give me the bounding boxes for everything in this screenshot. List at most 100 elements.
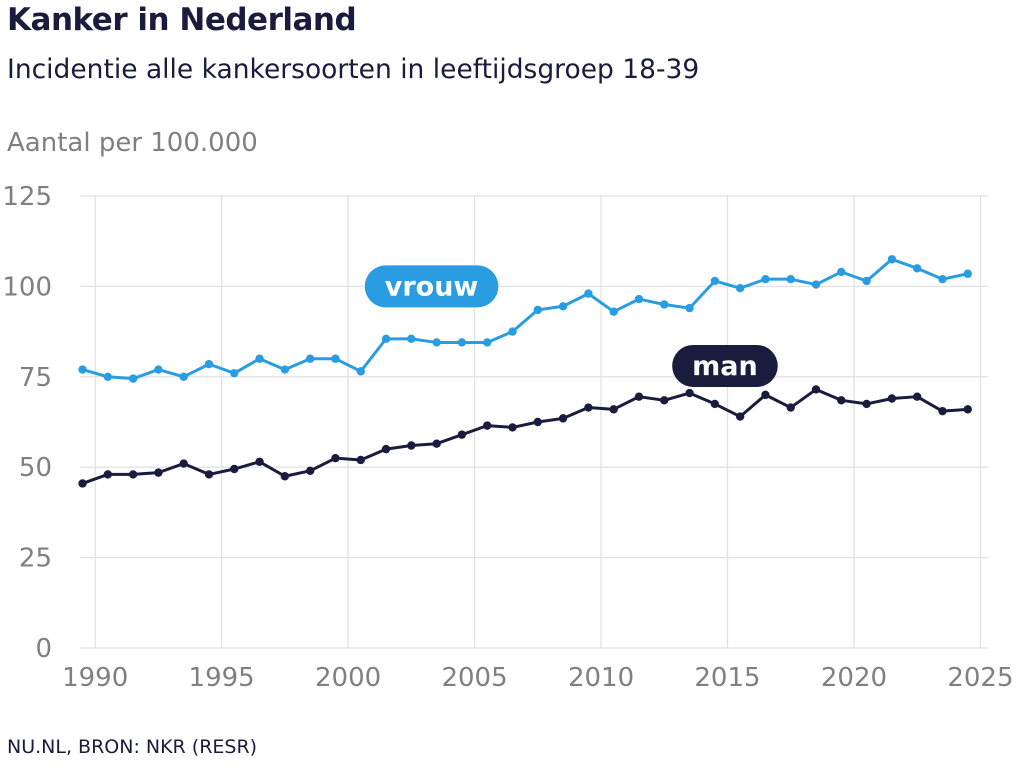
data-point-man-1998.5	[305, 466, 315, 476]
data-point-vrouw-2015.5	[735, 284, 745, 293]
data-point-man-2018.5	[811, 385, 821, 394]
series-label-pill-vrouw	[364, 265, 499, 308]
data-point-vrouw-2009.5	[584, 289, 593, 298]
data-point-man-2011.5	[634, 392, 644, 401]
series-layer	[78, 255, 972, 488]
data-point-vrouw-1995.5	[230, 368, 239, 378]
x-tick-label-2020: 2020	[821, 663, 887, 693]
data-point-vrouw-1996.5	[255, 354, 264, 363]
x-tick-label-2015: 2015	[694, 663, 760, 693]
data-point-vrouw-2019.5	[837, 267, 846, 277]
data-point-vrouw-2011.5	[634, 294, 644, 304]
data-point-man-2006.5	[508, 423, 517, 432]
data-point-man-2014.5	[710, 399, 720, 409]
data-point-vrouw-2021.5	[887, 255, 897, 264]
data-point-man-1995.5	[230, 464, 239, 474]
y-tick-label-75: 75	[19, 363, 52, 393]
data-point-vrouw-1993.5	[179, 372, 188, 381]
data-point-man-2004.5	[457, 430, 467, 439]
data-point-man-2000.5	[356, 455, 365, 465]
data-point-man-2015.5	[735, 412, 745, 421]
data-point-vrouw-2006.5	[508, 327, 517, 336]
tick-layer: 0 25 50 75 100 125 1990 1995 2000 2005 2010 2015 202…	[2, 182, 1013, 693]
y-tick-label-0: 0	[35, 634, 52, 664]
x-tick-label-1990: 1990	[62, 663, 128, 693]
series-label-vrouw: vrouw	[364, 265, 499, 308]
data-point-vrouw-2008.5	[558, 302, 568, 311]
data-point-man-2010.5	[609, 405, 618, 414]
data-point-vrouw-2005.5	[483, 338, 492, 347]
data-point-vrouw-2023.5	[938, 274, 947, 284]
data-point-man-2005.5	[483, 421, 492, 430]
data-point-man-2003.5	[432, 439, 441, 448]
data-point-vrouw-2012.5	[660, 300, 669, 309]
data-point-vrouw-2020.5	[862, 276, 871, 286]
data-point-vrouw-2002.5	[407, 334, 416, 344]
data-point-man-2017.5	[786, 403, 795, 412]
data-point-man-1993.5	[179, 459, 188, 468]
data-point-vrouw-1992.5	[154, 365, 163, 374]
data-point-man-2008.5	[558, 414, 568, 423]
series-line-vrouw	[81, 257, 970, 381]
data-point-vrouw-2001.5	[381, 334, 391, 344]
y-tick-label-25: 25	[19, 544, 52, 574]
data-point-man-2023.5	[938, 406, 947, 416]
data-point-man-1990.5	[103, 470, 113, 479]
data-point-vrouw-2013.5	[685, 303, 694, 313]
data-point-man-2012.5	[660, 396, 669, 405]
series-vrouw	[78, 255, 972, 383]
data-point-man-1996.5	[255, 457, 264, 466]
data-point-man-2002.5	[407, 441, 416, 450]
data-point-vrouw-2016.5	[761, 274, 770, 284]
chart-title: Kanker in Nederland	[7, 2, 357, 38]
x-tick-label-2025: 2025	[947, 663, 1013, 693]
data-point-vrouw-2000.5	[356, 367, 365, 376]
data-point-man-1999.5	[331, 453, 340, 463]
data-point-man-2024.5	[963, 405, 972, 414]
chart-subtitle: Incidentie alle kankersoorten in leeftij…	[7, 54, 700, 85]
annotation-layer: vrouw man	[364, 265, 778, 387]
data-point-man-2022.5	[912, 392, 922, 401]
data-point-vrouw-2014.5	[710, 276, 720, 286]
data-point-man-1994.5	[204, 470, 214, 479]
data-point-man-2013.5	[685, 388, 694, 398]
data-point-man-2020.5	[862, 399, 871, 409]
data-point-vrouw-2018.5	[811, 280, 821, 289]
data-point-vrouw-2007.5	[533, 305, 542, 315]
x-tick-label-2005: 2005	[441, 663, 507, 693]
source-credit: NU.NL, BRON: NKR (RESR)	[7, 736, 258, 758]
data-point-vrouw-1994.5	[204, 359, 214, 369]
data-point-vrouw-2004.5	[457, 338, 467, 347]
series-label-man: man	[672, 344, 778, 387]
data-point-vrouw-2010.5	[609, 307, 618, 316]
data-point-vrouw-2003.5	[432, 338, 441, 347]
series-label-text-man: man	[692, 351, 758, 382]
data-point-man-2009.5	[584, 403, 593, 412]
x-tick-label-2010: 2010	[568, 663, 634, 693]
data-point-vrouw-1990.5	[103, 372, 113, 381]
series-line-man	[81, 387, 970, 485]
series-man	[78, 385, 972, 488]
x-tick-label-2000: 2000	[315, 663, 381, 693]
data-point-man-1991.5	[128, 470, 138, 479]
series-label-text-vrouw: vrouw	[385, 271, 479, 302]
data-point-man-1997.5	[280, 472, 290, 481]
data-point-vrouw-1998.5	[305, 354, 315, 363]
data-point-vrouw-2024.5	[963, 269, 972, 278]
data-point-man-1989.5	[78, 479, 87, 488]
data-point-vrouw-1991.5	[128, 374, 138, 383]
series-label-pill-man	[672, 344, 778, 387]
y-tick-label-50: 50	[19, 453, 52, 483]
data-point-man-2001.5	[381, 444, 391, 454]
data-point-vrouw-2022.5	[912, 264, 922, 273]
data-point-man-2007.5	[533, 417, 542, 427]
data-point-vrouw-1997.5	[280, 365, 290, 374]
data-point-vrouw-1999.5	[331, 354, 340, 363]
data-point-vrouw-2017.5	[786, 274, 795, 284]
data-point-vrouw-1989.5	[78, 365, 87, 374]
x-tick-label-1995: 1995	[189, 663, 255, 693]
data-point-man-2016.5	[761, 390, 770, 400]
y-tick-label-125: 125	[2, 182, 52, 212]
data-point-man-2019.5	[837, 396, 846, 405]
